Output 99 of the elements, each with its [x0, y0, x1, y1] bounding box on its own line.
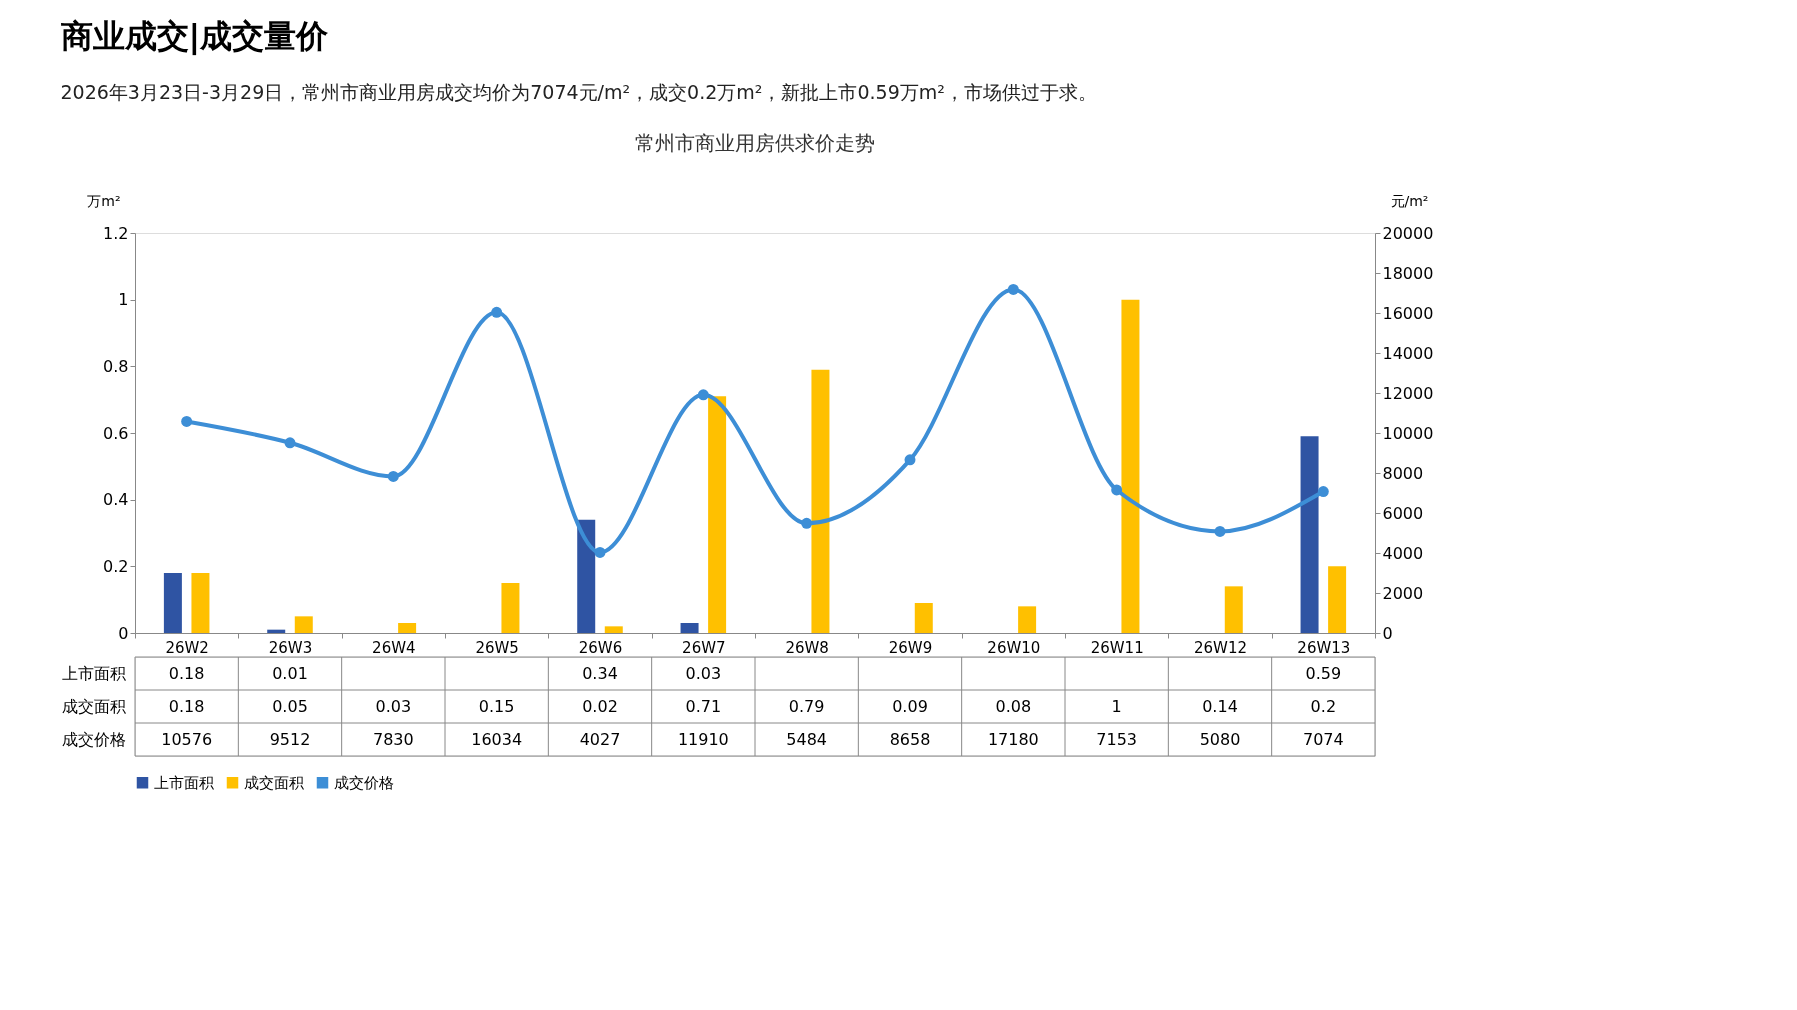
chart-title: 商业成交|成交量价: [60, 16, 330, 56]
text: 成交价格: [61, 730, 126, 749]
bar: [1224, 586, 1243, 633]
data-label: 0.15: [478, 696, 515, 716]
y2-tick-label: 6000: [1382, 503, 1424, 523]
data-label: 0.03: [685, 663, 722, 683]
data-label: 11910: [677, 729, 729, 749]
point: [491, 306, 503, 318]
x-tick-label: 26W8: [785, 638, 829, 657]
x-tick-label: 26W6: [578, 638, 623, 657]
point: [904, 454, 916, 466]
data-label: 0.18: [168, 696, 205, 716]
y2-tick-label: 14000: [1382, 343, 1434, 363]
data-label: 5484: [786, 729, 828, 749]
point: [1111, 484, 1123, 496]
data-label: 4027: [579, 729, 621, 749]
data-label: 0.71: [685, 696, 722, 716]
legend-label: 成交面积: [244, 773, 304, 792]
data-label: 8658: [889, 729, 931, 749]
data-label: 0.34: [582, 663, 618, 683]
chart-subtitle: 2026年3月23日-3月29日，常州市商业用房成交均价为7074元/m²，成交0.2万m²，新批上市0.59万m²，市场供过于求。: [60, 80, 1097, 103]
data-label: 1: [1111, 696, 1122, 716]
data-label: 10576: [161, 729, 213, 749]
text: 成交面积: [61, 697, 126, 716]
x-tick-label: 26W7: [682, 638, 726, 657]
y-tick-label: 1: [118, 290, 129, 310]
data-label: 0.18: [168, 663, 205, 683]
bar: [811, 369, 830, 633]
data-label: 0.02: [582, 696, 618, 716]
bar: [501, 583, 520, 633]
y2-tick-label: 0: [1382, 623, 1393, 643]
bar: [267, 629, 286, 633]
bar: [294, 616, 313, 633]
point: [284, 437, 296, 449]
data-label: 7074: [1302, 729, 1344, 749]
text: 上市面积: [61, 664, 126, 683]
y2-tick-label: 12000: [1382, 383, 1434, 403]
y-tick-label: 0.2: [103, 556, 129, 576]
x-tick-label: 26W12: [1193, 638, 1248, 657]
x-tick-label: 26W4: [372, 638, 416, 657]
y-axis-title: 万m²: [87, 192, 121, 209]
data-label: 7153: [1096, 729, 1138, 749]
y2-tick-label: 4000: [1382, 543, 1424, 563]
bar: [1328, 566, 1347, 633]
point: [1317, 486, 1329, 497]
x-tick-label: 26W10: [987, 638, 1041, 657]
data-label: 0.05: [272, 696, 308, 716]
data-label: 17180: [987, 729, 1039, 749]
bar: [604, 626, 623, 633]
y2-tick-label: 2000: [1382, 583, 1424, 603]
y-tick-label: 0: [118, 623, 129, 643]
point: [1214, 525, 1226, 537]
legend-label: 上市面积: [154, 773, 214, 792]
x-tick-label: 26W11: [1090, 638, 1144, 657]
data-label: 0.08: [995, 696, 1032, 716]
data-label: 0.79: [788, 696, 825, 716]
legend-label: 成交价格: [334, 773, 394, 792]
text: 常州市商业用房供求价走势: [635, 131, 875, 155]
data-label: 5080: [1199, 729, 1241, 749]
y2-tick-label: 18000: [1382, 263, 1434, 283]
bar: [1121, 299, 1140, 633]
point: [801, 517, 813, 529]
point: [181, 416, 193, 427]
y-tick-label: 0.8: [103, 356, 129, 376]
y2-tick-label: 16000: [1382, 303, 1434, 323]
data-label: 9512: [269, 729, 311, 749]
bar: [914, 603, 933, 633]
data-label: 16034: [471, 729, 523, 749]
y2-tick-label: 20000: [1382, 223, 1434, 243]
y-tick-label: 0.6: [103, 423, 129, 443]
point: [697, 389, 709, 401]
bar: [398, 623, 417, 633]
data-label: 0.14: [1202, 696, 1238, 716]
point: [1007, 283, 1019, 295]
y-tick-label: 0.4: [103, 490, 129, 510]
y-tick-label: 1.2: [103, 223, 129, 243]
data-label: 7830: [372, 729, 414, 749]
y2-axis-title: 元/m²: [1390, 192, 1429, 209]
bar: [1300, 436, 1319, 633]
data-label: 0.01: [272, 663, 308, 683]
y2-tick-label: 8000: [1382, 463, 1424, 483]
data-label: 0.09: [892, 696, 928, 716]
bar: [577, 519, 596, 633]
data-label: 0.59: [1305, 663, 1342, 683]
x-tick-label: 26W9: [888, 638, 933, 657]
point: [594, 546, 606, 558]
y2-tick-label: 10000: [1382, 423, 1434, 443]
x-tick-label: 26W13: [1297, 638, 1351, 657]
bar: [1018, 606, 1037, 633]
x-tick-label: 26W2: [165, 638, 209, 657]
bar: [163, 573, 182, 633]
point: [387, 470, 399, 482]
bar: [680, 623, 699, 633]
x-tick-label: 26W5: [475, 638, 519, 657]
bar: [191, 573, 210, 633]
data-label: 0.03: [375, 696, 412, 716]
x-tick-label: 26W3: [268, 638, 313, 657]
data-label: 0.2: [1310, 696, 1337, 716]
bar: [708, 396, 727, 633]
